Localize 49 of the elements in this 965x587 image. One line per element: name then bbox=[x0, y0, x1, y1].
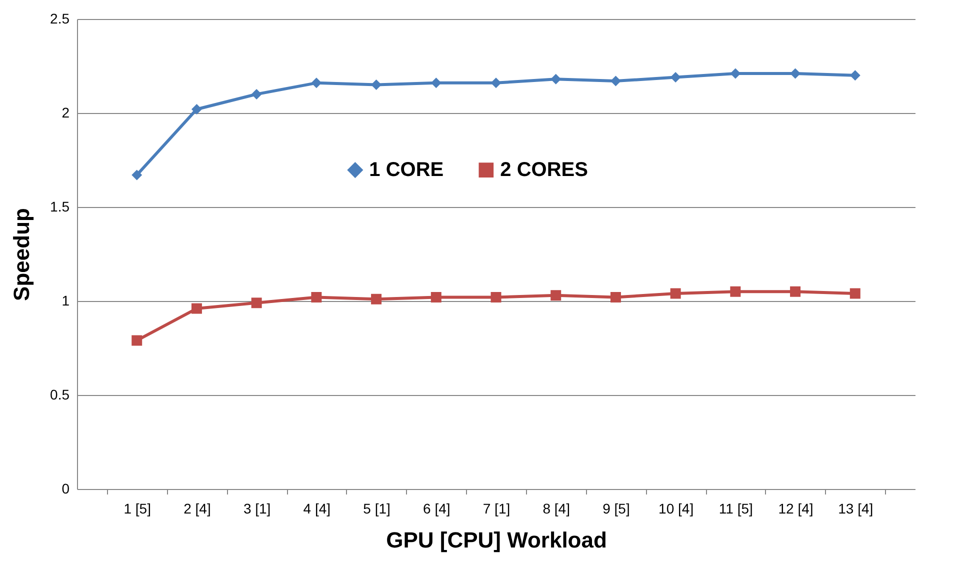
point bbox=[311, 78, 322, 88]
point bbox=[850, 288, 860, 299]
x-tick-label: 11 [5] bbox=[718, 500, 753, 516]
legend-label: 2 CORES bbox=[500, 159, 588, 182]
point bbox=[132, 170, 142, 180]
x-tick-label: 10 [4] bbox=[658, 500, 694, 516]
x-tick-label: 7 [1] bbox=[482, 500, 510, 516]
x-tick-label: 9 [5] bbox=[602, 500, 630, 516]
point bbox=[430, 292, 442, 302]
y-tick-label: 2.5 bbox=[50, 10, 70, 26]
x-tick-label: 6 [4] bbox=[423, 500, 450, 516]
point bbox=[550, 74, 562, 84]
x-tick-label: 3 [1] bbox=[243, 500, 271, 516]
point bbox=[850, 70, 860, 81]
point bbox=[191, 303, 202, 314]
point bbox=[371, 294, 382, 304]
y-tick-label: 0.5 bbox=[50, 386, 70, 402]
point bbox=[191, 104, 202, 114]
point bbox=[730, 286, 741, 297]
point bbox=[790, 68, 801, 79]
point bbox=[132, 335, 142, 346]
y-tick-label: 1.5 bbox=[50, 198, 70, 214]
x-tick-label: 1 [5] bbox=[124, 500, 151, 516]
point bbox=[550, 290, 562, 301]
point bbox=[251, 88, 262, 100]
point bbox=[251, 298, 262, 308]
point bbox=[430, 78, 442, 88]
point bbox=[371, 80, 382, 90]
point bbox=[610, 292, 621, 302]
point bbox=[490, 292, 502, 302]
x-tick-label: 2 [4] bbox=[184, 500, 211, 516]
y-tick-label: 0 bbox=[62, 480, 70, 496]
x-tick-label: 13 [4] bbox=[838, 500, 874, 516]
point bbox=[311, 292, 322, 302]
y-tick-label: 2 bbox=[62, 104, 70, 120]
point bbox=[670, 72, 681, 83]
y-axis-title: Speedup bbox=[9, 208, 34, 301]
point bbox=[730, 68, 741, 79]
y-tick-label: 1 bbox=[62, 292, 70, 308]
point bbox=[670, 288, 681, 299]
x-axis-title: GPU [CPU] Workload bbox=[386, 528, 607, 552]
x-tick-label: 5 [1] bbox=[363, 500, 390, 516]
point bbox=[610, 76, 621, 86]
x-tick-label: 8 [4] bbox=[542, 500, 570, 516]
x-tick-label: 4 [4] bbox=[303, 500, 331, 516]
x-tick-label: 12 [4] bbox=[778, 500, 814, 516]
legend-label: 1 CORE bbox=[369, 159, 444, 182]
point bbox=[490, 78, 502, 88]
point bbox=[790, 286, 801, 297]
